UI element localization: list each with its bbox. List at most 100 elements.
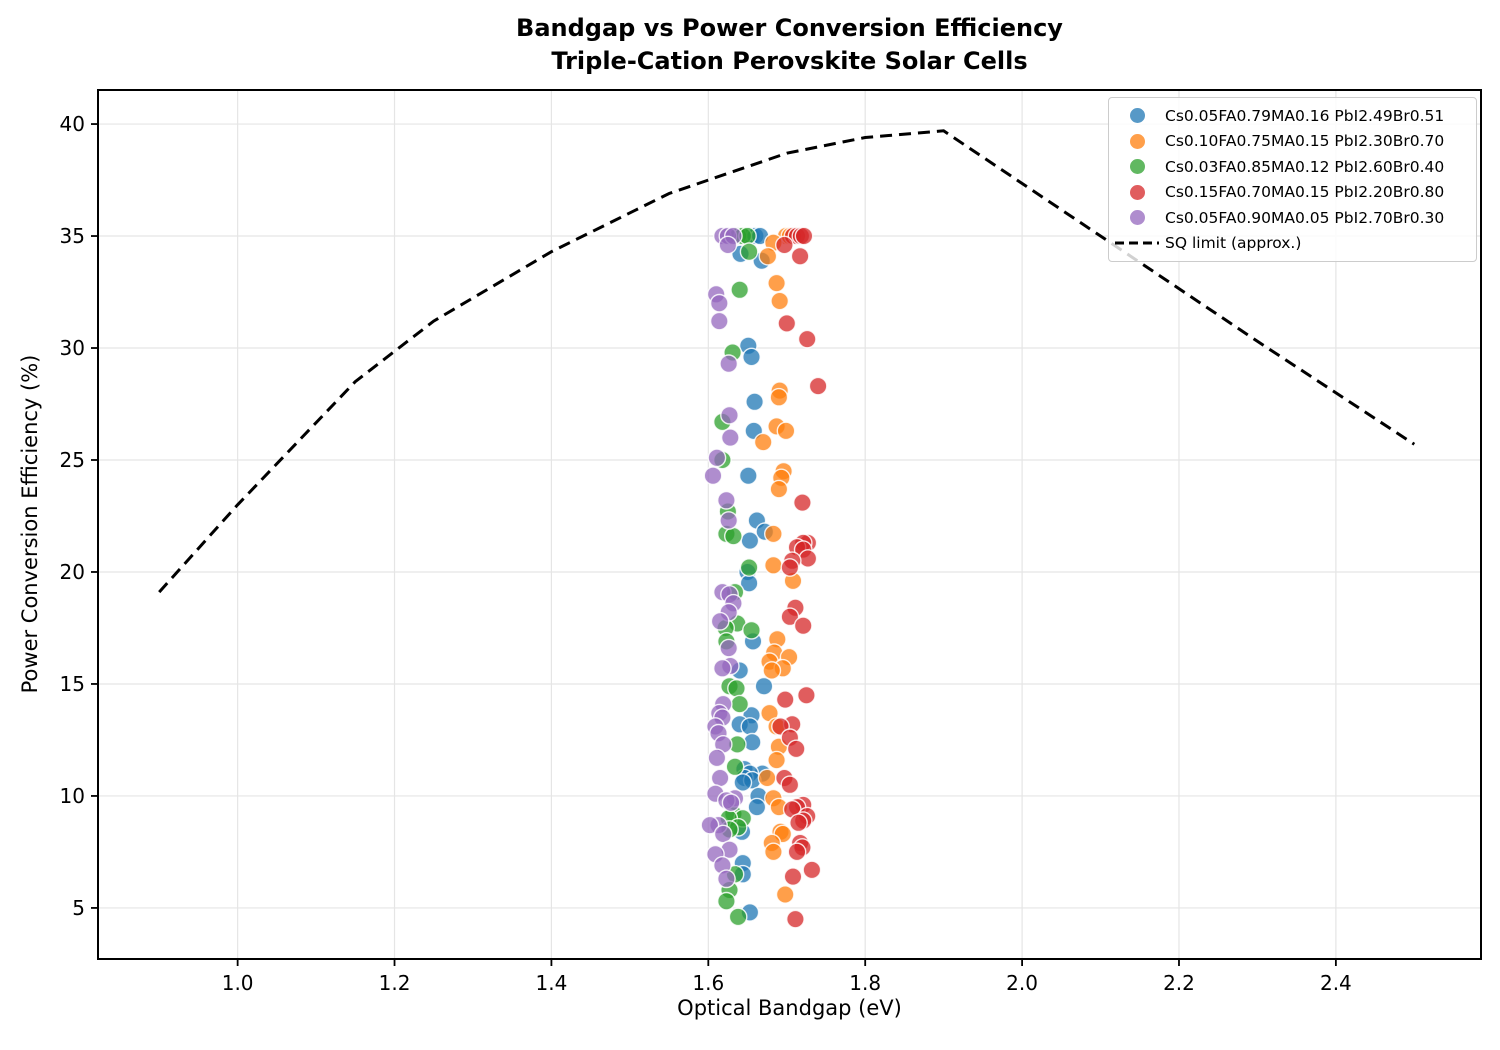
- scatter-point-series-4: [786, 909, 805, 929]
- scatter-point-series-4: [793, 493, 812, 512]
- legend-marker-icon: [1109, 108, 1165, 124]
- scatter-point-series-1: [742, 347, 761, 367]
- y-tick-label: 15: [60, 672, 85, 696]
- scatter-point-series-3: [724, 526, 743, 546]
- scatter-point-series-4: [783, 867, 803, 886]
- scatter-point-series-5: [703, 466, 723, 486]
- legend-marker-icon: [1109, 159, 1165, 175]
- scatter-point-series-5: [707, 748, 727, 768]
- legend-dot-icon: [1129, 184, 1145, 200]
- scatter-point-series-2: [764, 524, 783, 544]
- legend-label: Cs0.05FA0.90MA0.05 PbI2.70Br0.30: [1165, 208, 1445, 227]
- scatter-point-series-1: [745, 392, 764, 412]
- scatter-point-series-5: [719, 354, 739, 374]
- scatter-point-series-1: [747, 797, 767, 817]
- chart-title-line2: Triple-Cation Perovskite Solar Cells: [551, 47, 1028, 75]
- legend-item: Cs0.10FA0.75MA0.15 PbI2.30Br0.70: [1109, 129, 1476, 155]
- x-tick-label: 1.0: [222, 971, 254, 995]
- chart-title-line1: Bandgap vs Power Conversion Efficiency: [516, 14, 1063, 42]
- x-tick-label: 2.2: [1163, 971, 1195, 995]
- y-tick-label: 20: [60, 560, 85, 584]
- scatter-point-series-5: [707, 448, 727, 468]
- scatter-point-series-4: [787, 842, 807, 862]
- scatter-point-series-3: [739, 558, 759, 577]
- scatter-point-series-5: [709, 311, 729, 331]
- scatter-point-series-5: [721, 793, 741, 813]
- x-tick-label: 1.2: [379, 971, 411, 995]
- scatter-point-series-5: [717, 869, 736, 889]
- scatter-point-series-3: [725, 757, 745, 777]
- plot-border: [97, 89, 1482, 960]
- y-axis-label: Power Conversion Efficiency (%): [18, 354, 42, 694]
- scatter-point-series-3: [730, 694, 750, 714]
- legend-marker-icon: [1109, 210, 1165, 226]
- legend-dot-icon: [1129, 108, 1145, 124]
- legend-item: SQ limit (approx.): [1109, 231, 1476, 257]
- scatter-point-series-4: [802, 860, 822, 880]
- scatter-point-series-1: [754, 676, 774, 696]
- legend-marker-icon: [1109, 133, 1165, 149]
- scatter-point-series-1: [740, 531, 760, 550]
- scatter-point-series-5: [713, 824, 733, 844]
- scatter-point-series-3: [739, 242, 759, 262]
- y-tick-label: 5: [72, 896, 85, 920]
- scatter-point-series-4: [793, 616, 813, 636]
- y-tick-label: 25: [60, 448, 85, 472]
- legend-dot-icon: [1129, 210, 1145, 226]
- x-tick-label: 1.8: [849, 971, 881, 995]
- scatter-point-series-5: [718, 235, 738, 255]
- scatter-point-series-2: [769, 387, 789, 407]
- scatter-point-series-2: [770, 291, 790, 311]
- y-tick-label: 40: [60, 112, 85, 136]
- legend: Cs0.05FA0.79MA0.16 PbI2.49Br0.51 Cs0.10FA…: [1108, 97, 1477, 262]
- legend-dot-icon: [1129, 133, 1145, 149]
- scatter-point-series-2: [762, 661, 782, 680]
- scatter-point-series-2: [776, 421, 796, 441]
- x-tick-label: 1.6: [692, 971, 724, 995]
- legend-label: Cs0.05FA0.79MA0.16 PbI2.49Br0.51: [1165, 106, 1445, 125]
- legend-item: Cs0.15FA0.70MA0.15 PbI2.20Br0.80: [1109, 180, 1476, 206]
- legend-item: Cs0.05FA0.79MA0.16 PbI2.49Br0.51: [1109, 103, 1476, 129]
- chart-title: Bandgap vs Power Conversion Efficiency T…: [98, 12, 1481, 78]
- legend-marker-icon: [1109, 184, 1165, 200]
- legend-label: SQ limit (approx.): [1165, 234, 1302, 253]
- scatter-point-series-2: [757, 768, 777, 788]
- scatter-point-series-5: [709, 293, 729, 313]
- scatter-point-series-3: [727, 679, 746, 698]
- x-axis-label: Optical Bandgap (eV): [677, 996, 902, 1020]
- scatter-point-series-4: [790, 246, 810, 266]
- scatter-point-series-5: [719, 638, 739, 658]
- legend-label: Cs0.15FA0.70MA0.15 PbI2.20Br0.80: [1165, 183, 1445, 202]
- y-tick-label: 35: [60, 224, 85, 248]
- scatter-point-series-2: [753, 432, 773, 452]
- scatter-point-series-4: [777, 313, 797, 333]
- scatter-point-series-4: [775, 235, 794, 255]
- scatter-point-series-4: [808, 376, 828, 396]
- legend-item: Cs0.03FA0.85MA0.12 PbI2.60Br0.40: [1109, 154, 1476, 180]
- scatter-point-series-2: [769, 479, 789, 499]
- legend-dash-sample: [1115, 241, 1159, 245]
- legend-label: Cs0.03FA0.85MA0.12 PbI2.60Br0.40: [1165, 157, 1445, 176]
- x-tick-label: 2.0: [1006, 971, 1038, 995]
- scatter-point-series-4: [798, 549, 818, 568]
- scatter-point-series-5: [700, 815, 720, 835]
- scatter-point-series-2: [775, 885, 795, 904]
- scatter-point-series-4: [789, 813, 808, 833]
- scatter-point-series-2: [764, 555, 783, 575]
- y-tick-label: 30: [60, 336, 85, 360]
- legend-dot-icon: [1129, 159, 1145, 175]
- scatter-point-series-4: [780, 607, 800, 627]
- y-tick-label: 10: [60, 784, 85, 808]
- scatter-point-series-2: [764, 842, 783, 862]
- scatter-point-series-5: [717, 490, 736, 510]
- legend-item: Cs0.05FA0.90MA0.05 PbI2.70Br0.30: [1109, 205, 1476, 231]
- scatter-point-series-1: [738, 466, 758, 486]
- scatter-point-series-5: [710, 768, 730, 788]
- scatter-point-series-4: [797, 329, 817, 349]
- scatter-point-series-4: [780, 558, 800, 577]
- scatter-point-series-3: [742, 620, 761, 640]
- scatter-point-series-1: [740, 717, 760, 736]
- scatter-point-series-5: [720, 405, 739, 425]
- legend-label: Cs0.10FA0.75MA0.15 PbI2.30Br0.70: [1165, 132, 1445, 151]
